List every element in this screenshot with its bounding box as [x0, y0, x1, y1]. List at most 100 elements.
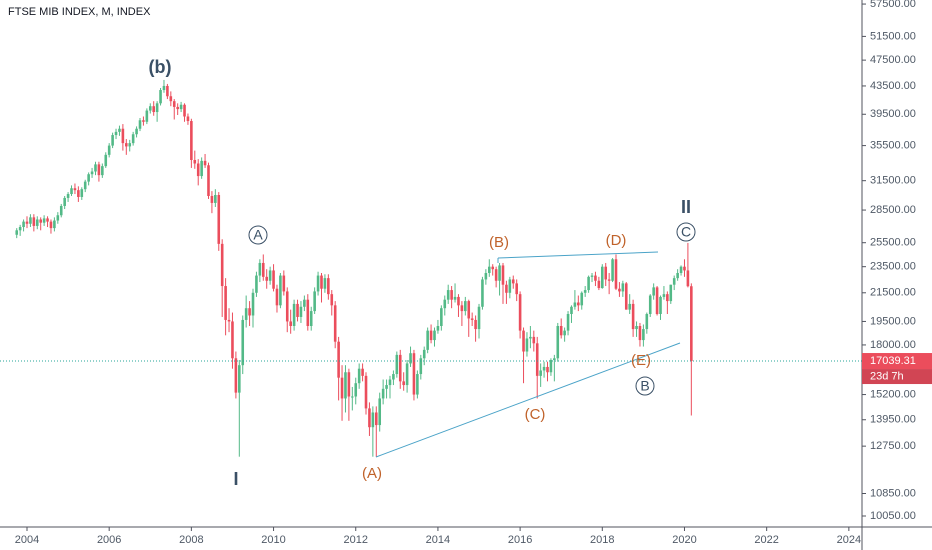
x-tick-label: 2008 [179, 534, 203, 546]
y-tick-label: 51500.00 [870, 30, 916, 42]
candle-body [453, 296, 457, 300]
candle-body [53, 220, 56, 229]
candle-body [631, 303, 635, 330]
y-tick-label: 31500.00 [870, 175, 916, 187]
candle-body [577, 302, 580, 306]
candle-body [563, 330, 566, 336]
candle-body [303, 299, 306, 307]
candle-body [539, 370, 542, 376]
y-tick-label: 47500.00 [870, 54, 916, 66]
candle-body [131, 134, 135, 144]
y-tick-label: 43500.00 [870, 80, 916, 92]
candle-body [505, 284, 508, 293]
candle-body [285, 291, 289, 322]
candle-body [566, 314, 570, 331]
candle-body [255, 275, 258, 293]
wave-label: A [253, 227, 263, 243]
candle-body [498, 265, 501, 281]
candle-body [398, 354, 402, 382]
y-tick-label: 23500.00 [870, 261, 916, 273]
candle-body [354, 383, 358, 397]
candle-body [340, 377, 344, 399]
candle-body [159, 90, 162, 104]
candle-body [518, 294, 522, 331]
candle-body [292, 303, 296, 326]
candle-body [669, 284, 673, 302]
candle-body [549, 359, 553, 373]
price-tag [862, 353, 932, 370]
x-tick-label: 2012 [343, 534, 367, 546]
candle-body [316, 275, 320, 292]
wave-label: (D) [606, 232, 627, 249]
candle-body [251, 292, 255, 316]
candle-body [214, 195, 217, 203]
candle-body [470, 318, 474, 320]
candle-body [42, 218, 46, 223]
candle-body [556, 325, 560, 359]
candle-body [529, 336, 532, 339]
candle-body [594, 275, 597, 281]
candle-body [261, 262, 265, 277]
candle-body [374, 412, 378, 426]
y-tick-label: 25500.00 [870, 237, 916, 249]
candle-body [73, 188, 77, 191]
candle-body [107, 145, 111, 155]
candle-body [347, 372, 351, 397]
candle-body [426, 330, 429, 350]
candle-body [535, 343, 539, 376]
candle-body [597, 280, 601, 289]
candle-body [289, 321, 292, 326]
candle-body [570, 306, 573, 315]
candle-body [87, 174, 90, 182]
candle-body [59, 205, 63, 216]
candle-body [600, 266, 604, 289]
candle-body [618, 288, 621, 292]
candle-body [313, 291, 316, 312]
candle-body [234, 358, 238, 393]
candle-body [203, 160, 207, 166]
candle-body [138, 120, 142, 129]
wave-label: B [640, 378, 649, 394]
candle-body [227, 319, 231, 322]
candle-body [97, 164, 101, 176]
candle-body [522, 330, 525, 352]
candle-body [525, 338, 529, 352]
candle-body [56, 215, 60, 221]
trend-line [497, 251, 659, 259]
candle-body [614, 259, 618, 289]
candle-body [162, 85, 166, 91]
x-tick-label: 2016 [508, 534, 532, 546]
candle-body [80, 189, 84, 197]
candle-body [361, 368, 364, 376]
candle-body [148, 106, 152, 111]
candle-body [39, 219, 42, 223]
candle-body [648, 295, 652, 315]
candle-body [371, 412, 375, 428]
candle-body [662, 294, 666, 297]
candle-body [511, 279, 515, 284]
candle-body [409, 353, 412, 364]
candle-body [265, 276, 269, 281]
chart-title: FTSE MIB INDEX, M, INDEX [8, 6, 151, 18]
candle-body [416, 374, 419, 395]
candle-body [104, 154, 108, 167]
candle-body [553, 358, 556, 360]
candle-body [344, 372, 347, 399]
candle-body [179, 104, 183, 110]
candle-body [306, 299, 310, 326]
candle-body [190, 121, 193, 161]
y-tick-label: 10050.00 [870, 510, 916, 522]
candle-body [481, 279, 484, 307]
wave-label: II [681, 197, 691, 217]
y-tick-label: 10850.00 [870, 487, 916, 499]
candle-body [320, 275, 323, 289]
candle-body [66, 194, 70, 198]
candle-body [446, 290, 450, 300]
candle-body [299, 306, 303, 317]
candle-body [385, 385, 388, 389]
candle-body [395, 354, 399, 375]
candle-body [381, 388, 385, 399]
candle-body [121, 128, 125, 144]
y-tick-label: 57500.00 [870, 0, 916, 10]
